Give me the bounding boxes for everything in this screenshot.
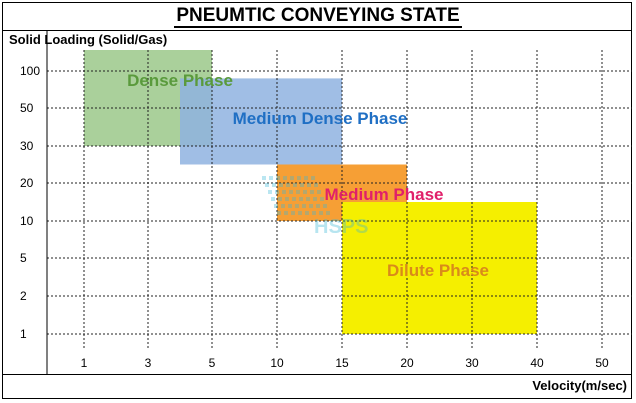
label-medium-dense-phase: Medium Dense Phase (233, 109, 408, 128)
watermark-dot (303, 190, 307, 194)
watermark-dot (281, 204, 285, 208)
chart-title: PNEUMTIC CONVEYING STATE (174, 5, 462, 28)
y-tick-label: 30 (20, 139, 34, 153)
y-tick-label: 1 (20, 327, 27, 341)
watermark-dot (297, 176, 301, 180)
watermark-dot (305, 211, 309, 215)
y-tick-label: 50 (20, 101, 34, 115)
watermark-dot (298, 211, 302, 215)
watermark-dot (282, 190, 286, 194)
watermark-dot (277, 211, 281, 215)
watermark-dot (312, 211, 316, 215)
watermark-dot (299, 197, 303, 201)
watermark-dot (283, 176, 287, 180)
watermark-text: HSPS (314, 216, 368, 238)
y-tick-label: 100 (20, 64, 40, 78)
y-tick-label: 5 (20, 251, 27, 265)
watermark-dot (285, 197, 289, 201)
watermark-dot (310, 190, 314, 194)
watermark-dot (292, 197, 296, 201)
watermark-dot (289, 190, 293, 194)
watermark-dot (288, 204, 292, 208)
zone-dilute-phase (342, 202, 537, 334)
watermark-dot (296, 190, 300, 194)
x-axis-label: Velocity(m/sec) (532, 378, 627, 393)
watermark-dot (284, 211, 288, 215)
x-tick-label: 5 (209, 356, 216, 370)
watermark-dot (302, 204, 306, 208)
title-divider (2, 30, 632, 31)
watermark-dot (268, 190, 272, 194)
watermark-dot (286, 183, 290, 187)
watermark-dot (265, 183, 269, 187)
x-tick-label: 40 (530, 356, 544, 370)
watermark-dot (317, 190, 321, 194)
watermark-dot (316, 204, 320, 208)
x-tick-label: 3 (145, 356, 152, 370)
x-tick-label: 10 (270, 356, 284, 370)
watermark-dot (320, 197, 324, 201)
watermark-dot (291, 211, 295, 215)
chart-frame (2, 2, 632, 399)
y-tick-label: 10 (20, 214, 34, 228)
x-tick-label: 50 (595, 356, 609, 370)
watermark-dot (279, 183, 283, 187)
watermark-dot (304, 176, 308, 180)
zone-medium-dense-phase (180, 78, 342, 165)
watermark-dot (300, 183, 304, 187)
label-medium-phase: Medium Phase (324, 185, 443, 204)
x-tick-label: 30 (465, 356, 479, 370)
x-tick-label: 1 (81, 356, 88, 370)
y-tick-label: 20 (20, 176, 34, 190)
label-dense-phase: Dense Phase (127, 71, 233, 90)
hsps-watermark-logo: HSPS (262, 176, 368, 238)
watermark-dot (272, 183, 276, 187)
x-tick-label: 20 (400, 356, 414, 370)
x-tick-label: 15 (335, 356, 349, 370)
watermark-dot (323, 204, 327, 208)
watermark-dot (269, 176, 273, 180)
watermark-dot (309, 204, 313, 208)
watermark-dot (295, 204, 299, 208)
watermark-dot (314, 183, 318, 187)
watermark-dot (319, 211, 323, 215)
watermark-dot (275, 190, 279, 194)
watermark-dot (271, 197, 275, 201)
watermark-dot (306, 197, 310, 201)
watermark-dot (276, 176, 280, 180)
watermark-dot (326, 211, 330, 215)
y-axis-label: Solid Loading (Solid/Gas) (9, 32, 168, 47)
watermark-dot (293, 183, 297, 187)
watermark-dot (307, 183, 311, 187)
watermark-dot (290, 176, 294, 180)
x-label-divider (2, 374, 632, 375)
watermark-dot (274, 204, 278, 208)
watermark-dot (313, 197, 317, 201)
y-tick-label: 2 (20, 289, 27, 303)
watermark-dot (311, 176, 315, 180)
label-dilute-phase: Dilute Phase (387, 261, 489, 280)
watermark-dot (278, 197, 282, 201)
watermark-dot (262, 176, 266, 180)
